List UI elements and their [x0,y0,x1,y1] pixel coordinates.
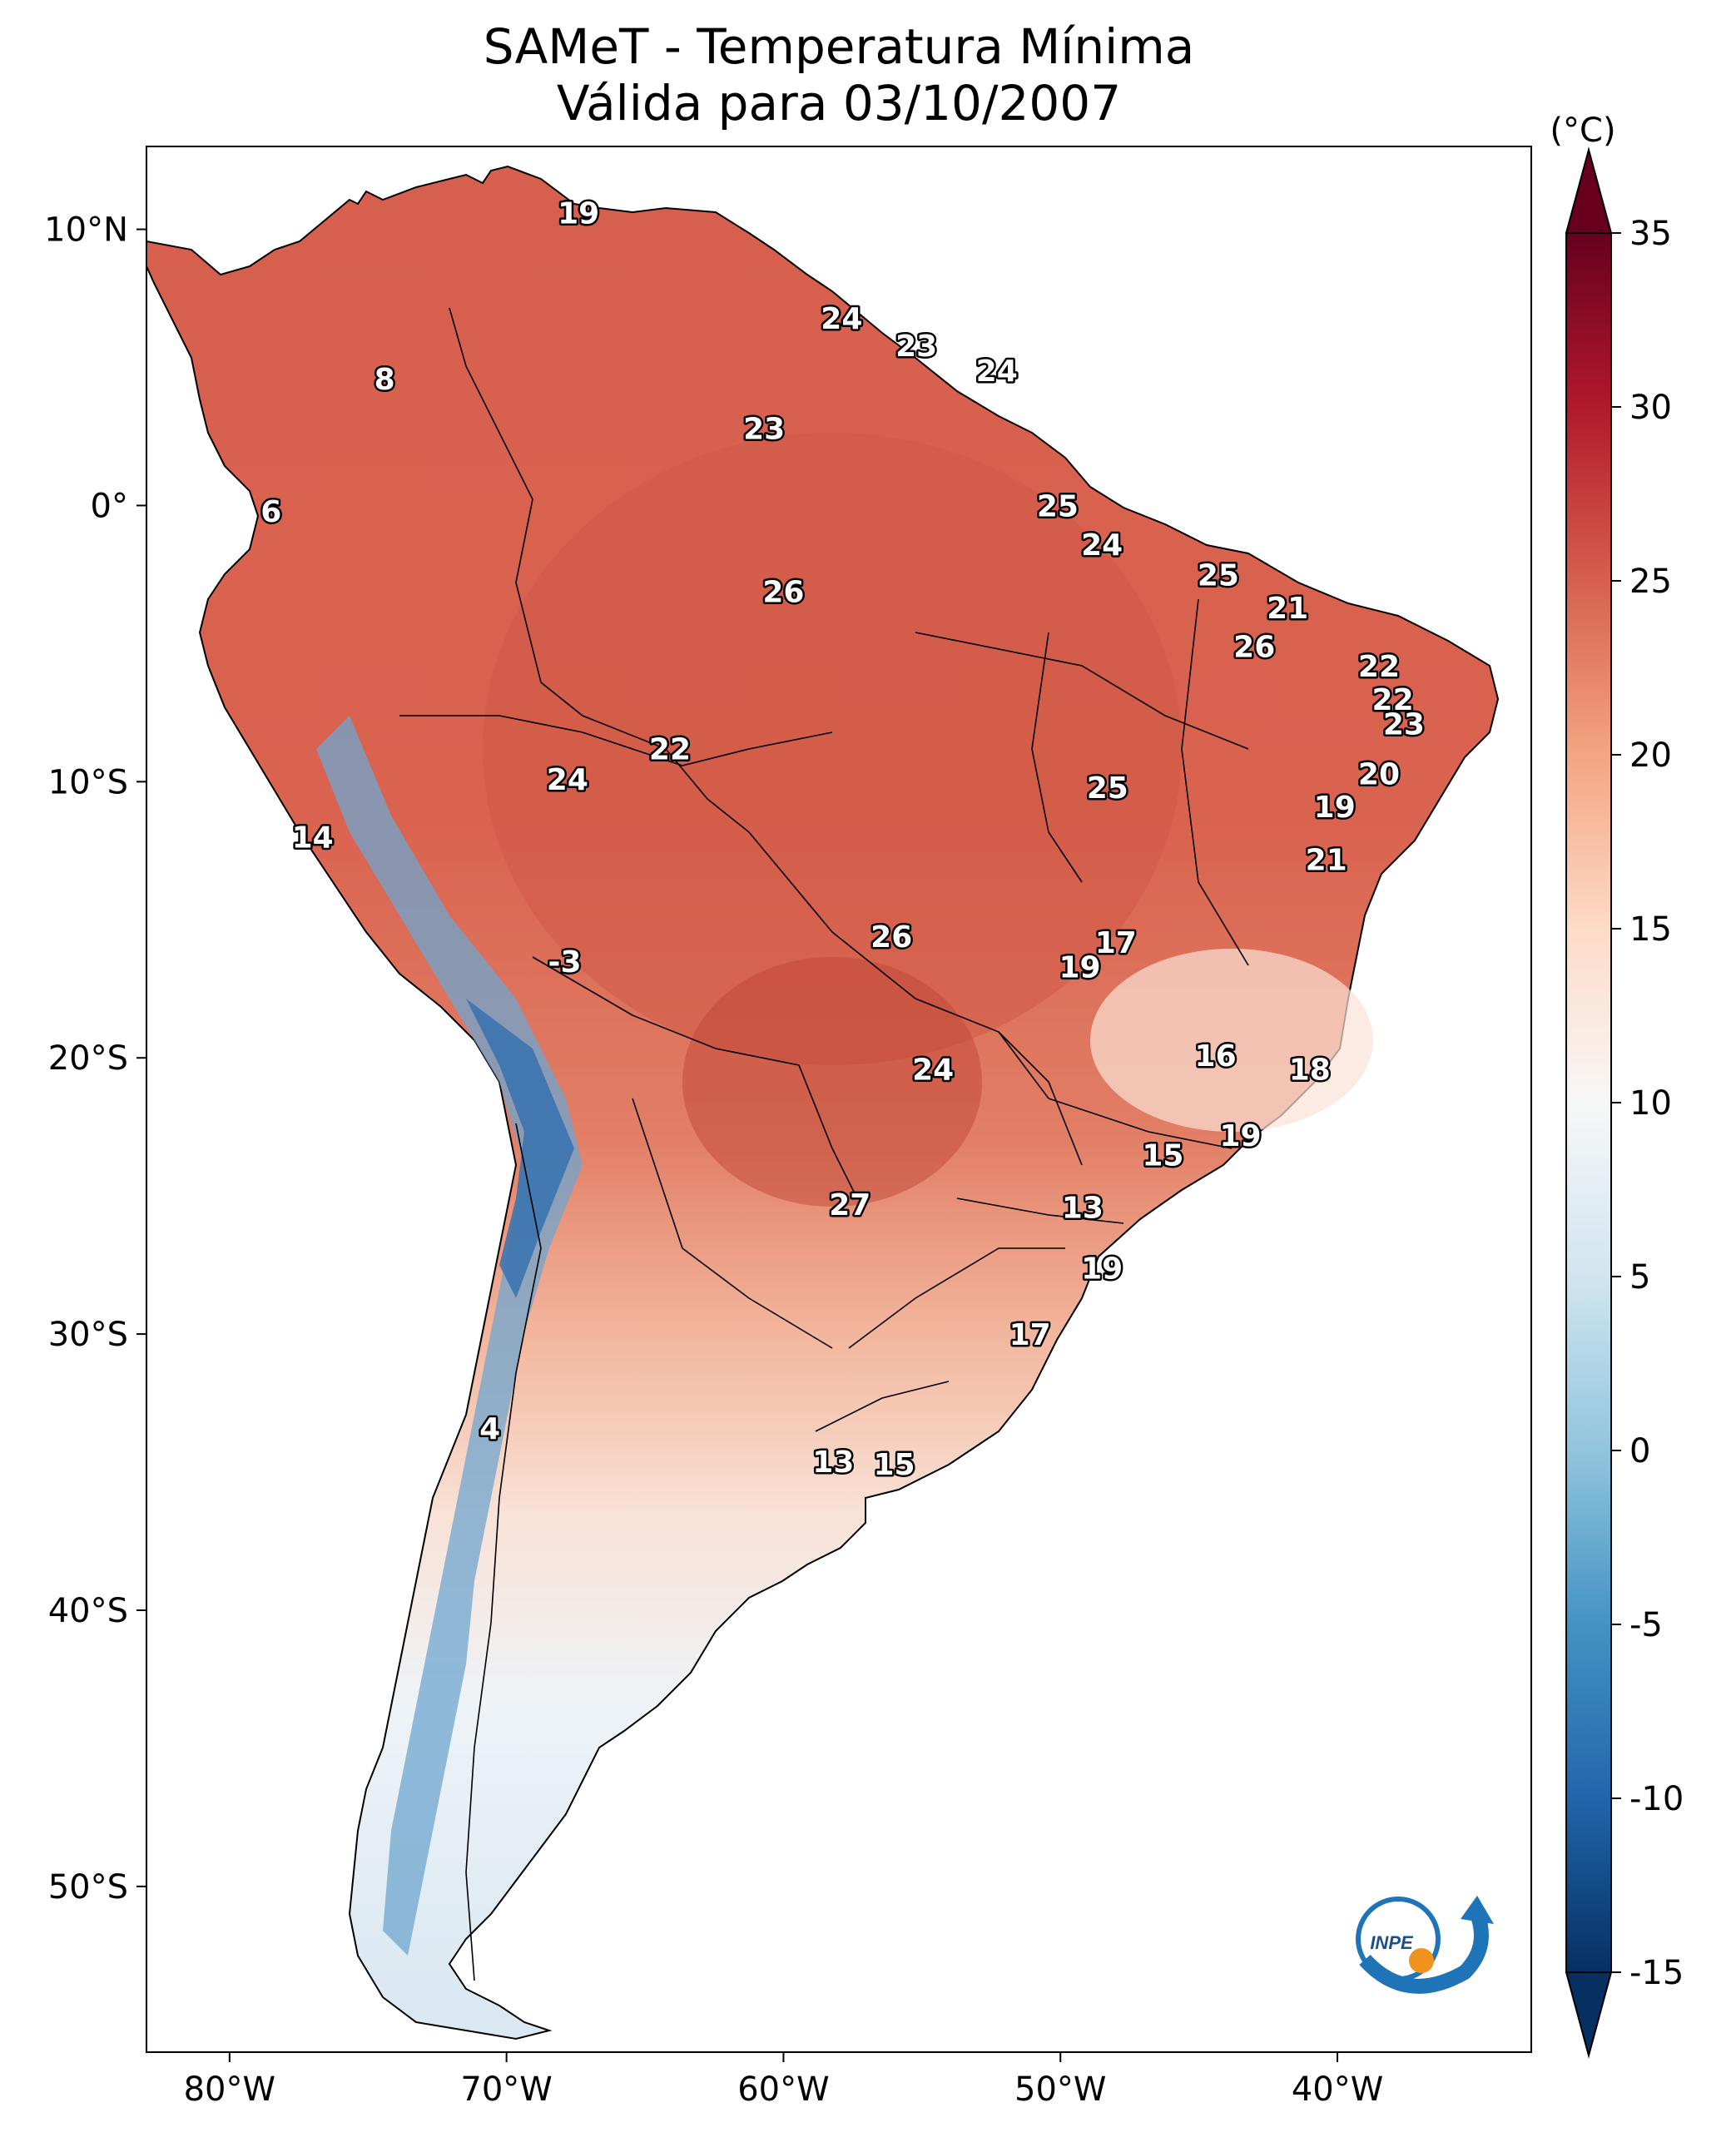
station-value: -3 [548,945,582,979]
station-value: 26 [870,920,912,955]
station-value: 25 [1198,558,1239,593]
station-value: 17 [1009,1318,1051,1352]
colorbar-bottom-extend [1565,1971,1613,2059]
logo-arrow-head [1461,1896,1494,1924]
x-tick-label: 40°W [1292,2070,1383,2109]
y-tick-label: 10°S [48,763,128,801]
country-borders [399,307,1249,1981]
station-value: 14 [292,821,334,855]
station-value: 22 [1372,683,1414,717]
colorbar-tick-label: 20 [1629,736,1672,775]
station-value: 15 [1142,1138,1183,1173]
station-value: 8 [374,363,395,397]
station-value: 27 [829,1188,870,1222]
colorbar-tick-label: -10 [1629,1780,1684,1818]
x-axis-ticks: 80°W 70°W 60°W 50°W 40°W [184,2052,1383,2109]
colorbar-tick-label: 25 [1629,563,1672,601]
colorbar-tick-label: 30 [1629,389,1672,427]
logo-swoosh [1359,1911,1489,1994]
station-value: 19 [558,197,599,231]
station-value: 21 [1306,843,1347,877]
y-tick-label: 50°S [48,1868,128,1907]
colorbar-ticks: 35 30 25 20 15 10 5 0 -5 -10 -15 [1611,215,1684,1992]
colorbar-tick-label: 15 [1629,910,1672,949]
station-value: 24 [912,1053,954,1087]
station-value: 26 [762,575,804,609]
station-value: 19 [1059,951,1100,985]
station-value: 16 [1195,1039,1237,1074]
warm-region-paraguay [682,957,982,1207]
station-value: 25 [1037,489,1079,523]
logo-orange-dot [1409,1948,1434,1973]
colorbar: 35 30 25 20 15 10 5 0 -5 -10 -15 (°C) [1550,112,1684,2059]
station-value: 25 [1087,771,1128,806]
station-value: 22 [1358,650,1400,684]
station-value: 22 [649,733,691,767]
colorbar-top-extend [1565,146,1613,234]
station-value: 19 [1081,1252,1123,1286]
andes-coldest-zone [466,999,574,1298]
station-value: 4 [479,1412,500,1446]
y-tick-label: 0° [91,487,128,525]
chart-title: SAMeT - Temperatura Mínima Válida para 0… [146,18,1531,131]
station-value: 19 [1220,1119,1262,1153]
y-tick-label: 10°N [44,211,128,250]
andes-cold-band [316,716,583,1956]
x-tick-label: 80°W [184,2070,275,2109]
station-value: 17 [1095,926,1137,960]
station-value: 24 [1081,528,1123,563]
station-value: 6 [260,495,281,529]
x-tick-label: 50°W [1014,2070,1106,2109]
station-value: 23 [743,413,785,447]
colorbar-tick-label: 10 [1629,1084,1672,1123]
colorbar-gradient [1565,232,1612,1973]
station-value: 21 [1267,592,1308,626]
station-value: 24 [976,355,1018,389]
title-line-2: Válida para 03/10/2007 [556,75,1122,131]
colorbar-tick-label: 0 [1629,1432,1650,1470]
station-value: 23 [1383,708,1425,742]
logo-text: INPE [1370,1932,1414,1953]
cool-region-southeast [1090,949,1373,1132]
station-value: 20 [1358,757,1400,791]
station-value: 19 [1314,791,1356,825]
station-value: 15 [874,1448,915,1482]
inpe-logo: INPE [1356,1896,1494,1994]
station-value: 24 [821,302,862,336]
colorbar-tick-label: -5 [1629,1606,1663,1644]
station-value: 24 [547,763,588,797]
station-value: 26 [1233,631,1275,665]
x-tick-label: 70°W [460,2070,552,2109]
x-tick-label: 60°W [737,2070,829,2109]
colorbar-tick-label: 35 [1629,215,1672,253]
y-tick-label: 40°S [48,1592,128,1630]
station-value: 23 [895,330,937,364]
station-value: 13 [812,1445,854,1480]
y-axis-ticks: 10°N 0° 10°S 20°S 30°S 40°S 50°S [44,211,146,1907]
map-layer [146,165,1500,2040]
colorbar-tick-label: 5 [1629,1258,1650,1297]
colorbar-tick-label: -15 [1629,1954,1684,1992]
y-tick-label: 20°S [48,1039,128,1078]
colorbar-unit-label: (°C) [1550,112,1615,150]
warm-region-amazon [483,433,1182,1065]
station-value: 13 [1062,1191,1104,1225]
map-frame [146,146,1532,2053]
y-tick-label: 30°S [48,1316,128,1354]
station-value: 18 [1289,1053,1331,1087]
title-line-1: SAMeT - Temperatura Mínima [483,18,1195,75]
